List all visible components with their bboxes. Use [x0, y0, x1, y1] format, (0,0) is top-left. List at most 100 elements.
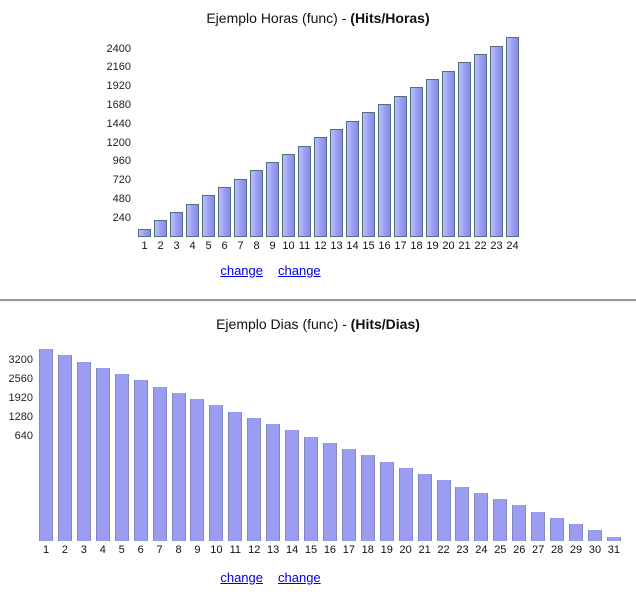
x-tick-label: 14	[285, 544, 299, 556]
change-link[interactable]: change	[278, 263, 321, 278]
y-tick-label: 1280	[8, 411, 33, 424]
x-tick-label: 20	[442, 240, 455, 252]
x-tick-label: 18	[410, 240, 423, 252]
bar	[282, 153, 295, 237]
bar	[234, 178, 247, 237]
bar	[171, 392, 186, 541]
x-tick-label: 6	[221, 240, 228, 252]
bar	[341, 449, 356, 541]
x-tick-label: 21	[418, 544, 431, 556]
x-tick-label: 11	[298, 240, 311, 252]
x-tick-label: 4	[189, 240, 196, 252]
bar	[322, 442, 337, 541]
bar	[247, 417, 262, 541]
x-tick-label: 2	[157, 240, 164, 252]
y-tick-label: 720	[112, 174, 131, 187]
x-tick-label: 1	[141, 240, 148, 252]
x-tick-label: 24	[506, 240, 519, 252]
bar	[442, 70, 455, 237]
x-tick-label: 19	[380, 544, 393, 556]
x-tick-label: 12	[248, 544, 261, 556]
x-tick-label: 10	[210, 544, 223, 556]
y-tick-label: 240	[112, 211, 131, 224]
bar	[436, 480, 451, 541]
bar	[606, 536, 621, 541]
bar	[298, 145, 311, 237]
x-tick-label: 9	[194, 544, 201, 556]
bar	[114, 374, 129, 541]
x-tick-label: 26	[513, 544, 526, 556]
bar	[474, 54, 487, 237]
bar	[360, 455, 375, 541]
x-tick-label: 17	[394, 240, 407, 252]
x-tick-label: 10	[282, 240, 295, 252]
x-tick-label: 23	[456, 544, 469, 556]
x-tick-label: 6	[137, 544, 144, 556]
bar	[512, 505, 527, 541]
y-tick-label: 1920	[106, 80, 131, 93]
bar	[202, 195, 215, 237]
bar	[379, 461, 394, 541]
y-tick-label: 960	[112, 155, 131, 168]
bar	[458, 62, 471, 237]
x-tick-label: 1	[42, 544, 50, 556]
y-tick-label: 1200	[106, 136, 131, 149]
bar	[417, 474, 432, 541]
change-link[interactable]: change	[278, 570, 321, 585]
x-tick-label: 22	[474, 240, 487, 252]
bar	[587, 530, 602, 541]
x-tick-label: 16	[378, 240, 391, 252]
y-tick-label: 3200	[8, 353, 33, 366]
x-tick-label: 16	[323, 544, 337, 556]
x-tick-label: 22	[437, 544, 450, 556]
bar	[154, 220, 167, 237]
y-tick-label: 1920	[8, 392, 33, 405]
days-chart-title-text: Ejemplo Dias (func) -	[216, 316, 351, 332]
days-chart-title: Ejemplo Dias (func) - (Hits/Dias)	[0, 316, 636, 332]
bar	[170, 212, 183, 237]
bar	[474, 492, 489, 541]
x-tick-label: 7	[156, 544, 163, 556]
hours-chart-title-text: Ejemplo Horas (func) -	[206, 10, 351, 26]
x-tick-label: 15	[304, 544, 318, 556]
x-tick-label: 9	[269, 240, 276, 252]
y-tick-label: 1440	[106, 117, 131, 130]
x-tick-label: 20	[399, 544, 412, 556]
x-tick-label: 12	[314, 240, 327, 252]
y-tick-label: 1680	[106, 99, 131, 112]
x-tick-label: 21	[458, 240, 471, 252]
bar	[569, 524, 584, 541]
hours-links-row: change change	[0, 263, 541, 278]
section-divider	[0, 299, 636, 302]
bar	[330, 128, 343, 237]
bar	[190, 399, 205, 541]
bar	[314, 137, 327, 237]
bar	[76, 361, 91, 541]
bar	[506, 37, 519, 237]
bar	[550, 517, 565, 541]
x-tick-label: 25	[494, 544, 507, 556]
x-tick-label: 23	[490, 240, 503, 252]
bar	[133, 380, 148, 541]
bar	[394, 95, 407, 237]
x-tick-label: 29	[569, 544, 583, 556]
change-link[interactable]: change	[220, 263, 263, 278]
hours-chart-title: Ejemplo Horas (func) - (Hits/Horas)	[0, 10, 636, 26]
x-tick-label: 2	[61, 544, 68, 556]
x-tick-label: 17	[342, 544, 355, 556]
change-link[interactable]: change	[220, 570, 263, 585]
x-tick-label: 13	[330, 240, 343, 252]
bar	[378, 103, 391, 237]
bar	[490, 45, 503, 237]
y-tick-label: 2400	[106, 42, 131, 55]
bar	[95, 367, 110, 541]
x-tick-label: 5	[118, 544, 125, 556]
bar	[493, 499, 508, 541]
y-tick-label: 2560	[8, 372, 33, 385]
bar	[266, 162, 279, 237]
y-tick-label: 2160	[106, 61, 131, 74]
x-tick-label: 8	[253, 240, 260, 252]
bar	[346, 120, 359, 237]
x-tick-label: 13	[267, 544, 280, 556]
